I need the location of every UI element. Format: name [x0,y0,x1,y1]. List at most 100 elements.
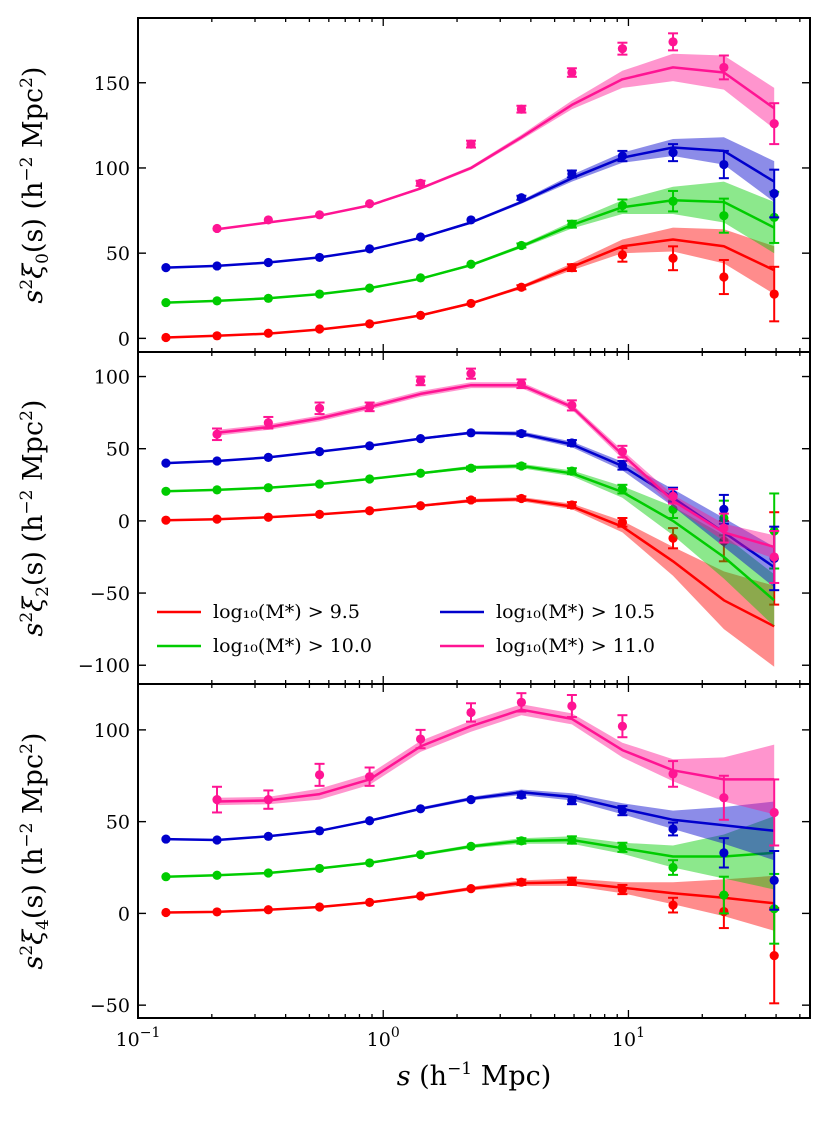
y-tick-label: 0 [118,328,130,350]
series-2-data-point [314,863,325,874]
y-tick-label: 50 [106,439,130,461]
series-1-data-point [567,500,577,510]
series-1-data-point [719,272,729,282]
series-3-data-point [365,441,375,451]
series-1-uncertainty-band [165,227,775,338]
panel-hexadecapole: −50 0 50 100 s2ξ4(s) (h−2 Mpc2) [17,683,811,1019]
series-3-data-point [212,261,222,271]
series-2-data-point [719,211,729,221]
series-3-data-point [415,804,426,814]
series-4-data-point [769,119,779,129]
legend-entry: log₁₀(M*) > 10.0 [157,635,372,657]
series-4-data-point [719,523,729,533]
series-4-data-point [263,418,273,428]
series-2-data-point [567,835,577,845]
series-3-data-point [161,263,171,273]
series-1-model-line [165,238,775,339]
series-2-data-point [314,479,325,489]
series-1-data-point [314,509,325,519]
series-2-data-point [415,468,426,478]
series-1-data-point [415,891,426,901]
legend-entry: log₁₀(M*) > 10.5 [440,601,655,623]
series-3-data-point [567,438,577,448]
panel-data [161,692,780,1005]
series-2-data-point [466,463,476,473]
series-4-data-point [314,403,325,413]
series-3-data-point [466,215,476,225]
series-2-data-point [365,283,375,293]
series-2-data-point [466,259,476,269]
series-4-data-point [567,701,577,711]
series-1-data-point [466,884,476,894]
legend-label: log₁₀(M*) > 10.5 [496,601,655,623]
series-3-data-point [365,816,375,826]
series-4-data-point [719,793,729,803]
series-2-data-point [161,297,171,308]
y-tick-label: 100 [94,720,130,742]
series-2-data-point [466,841,476,852]
series-4-data-point [516,379,527,389]
series-3-data-point [516,193,527,203]
x-tick-label: 100 [367,1025,400,1051]
series-3-data-point [567,795,577,806]
y-tick-label: 0 [118,511,130,533]
series-3-data-point [212,456,222,466]
series-3-data-point [516,790,527,800]
series-4-data-point [263,215,273,225]
series-1-data-point [415,501,426,511]
series-3-data-point [769,188,779,199]
panel-data [161,32,780,343]
series-4-data-point [212,223,222,234]
series-3-data-point [668,824,678,834]
series-2-data-point [516,240,527,251]
series-2-data-point [617,842,628,852]
series-1-data-point [212,907,222,917]
series-3-data-point [263,452,273,462]
series-3-data-point [415,232,426,242]
y-tick-label: 50 [106,243,130,265]
series-3-data-point [263,257,273,268]
series-2-data-point [567,466,577,476]
series-3-data-point [516,428,527,439]
series-4-data-point [617,447,628,457]
series-1-data-point [769,951,779,961]
series-3-data-point [365,244,375,254]
series-1-data-point [516,877,527,887]
series-2-data-point [668,504,678,514]
series-1-data-point [314,324,325,334]
series-3-data-point [212,835,222,845]
series-2-data-point [263,293,273,303]
series-4-data-point [314,210,325,220]
series-1-data-point [668,900,678,910]
series-1-data-point [466,495,476,505]
series-3-data-point [719,848,729,858]
x-tick-label: 101 [612,1025,645,1051]
series-4-data-point [212,429,222,439]
series-4-model-line [216,708,775,803]
series-1-data-point [769,289,779,299]
y-axis-label: s2ξ4(s) (h−2 Mpc2) [17,733,53,970]
series-1-data-point [567,876,577,886]
series-4-data-point [516,697,527,707]
series-2-data-point [617,484,628,494]
series-4-data-point [668,491,678,501]
series-2-data-point [263,868,273,878]
series-1-data-point [161,515,171,525]
series-3-data-point [617,460,628,470]
panel-monopole: 0 50 100 150 s2ξ0(s) (h−2 Mpc2) [17,17,811,353]
series-1-data-point [263,328,273,338]
series-1-data-point [161,332,171,343]
series-4-data-point [769,552,779,562]
legend-entry: log₁₀(M*) > 9.5 [157,601,360,623]
series-4-model-line [216,66,775,231]
series-1-data-point [212,514,222,524]
series-2-data-point [263,483,273,493]
series-2-data-point [212,485,222,495]
series-2-data-point [365,858,375,868]
series-4-data-point [466,369,476,379]
panel-quadrupole: −100 −50 0 50 100 s2ξ2(s) (h−2 Mpc2) [17,351,811,685]
series-1-data-point [668,253,678,263]
y-tick-label: −100 [78,655,130,677]
series-1-data-point [516,282,527,292]
